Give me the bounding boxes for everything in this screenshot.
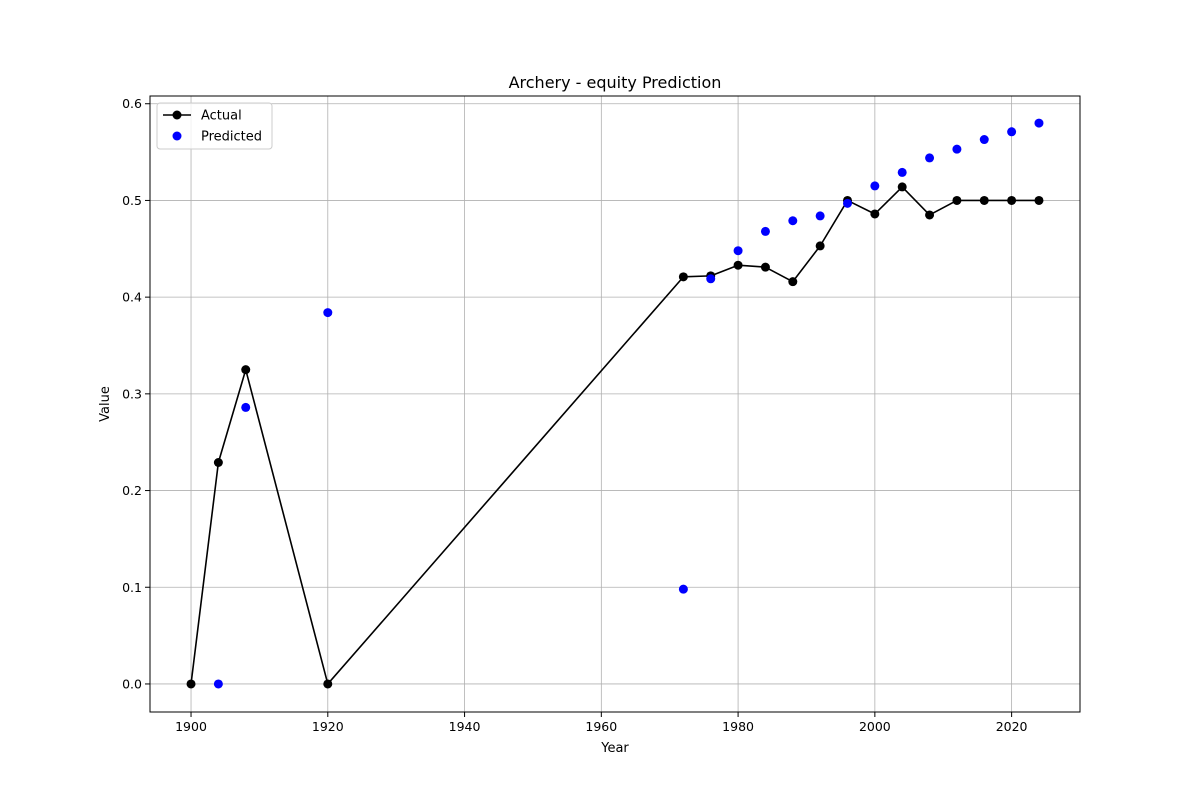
predicted-data-point	[815, 211, 825, 221]
predicted-data-point	[1034, 118, 1044, 128]
predicted-data-point	[706, 274, 716, 284]
predicted-data-point	[897, 167, 907, 177]
actual-data-point	[1007, 195, 1017, 205]
chart-title: Archery - equity Prediction	[509, 73, 722, 92]
x-axis-label: Year	[600, 741, 629, 756]
predicted-data-point	[979, 135, 989, 145]
y-tick-label: 0.4	[122, 290, 142, 305]
actual-data-point	[186, 679, 196, 689]
legend-actual-label: Actual	[201, 109, 242, 124]
legend-predicted-label: Predicted	[201, 130, 262, 145]
x-tick-label: 1920	[312, 719, 344, 734]
predicted-data-point	[323, 308, 333, 318]
actual-data-point	[1034, 195, 1044, 205]
predicted-data-point	[1007, 127, 1017, 137]
actual-data-point	[788, 277, 798, 287]
x-tick-label: 1900	[175, 719, 207, 734]
predicted-data-point	[733, 246, 743, 256]
plot-frame	[149, 95, 1081, 713]
predicted-data-point	[678, 584, 688, 594]
predicted-data-point	[952, 144, 962, 154]
actual-data-point	[897, 182, 907, 192]
actual-data-point	[815, 241, 825, 251]
predicted-data-point	[870, 181, 880, 191]
y-tick-label: 0.1	[122, 580, 142, 595]
y-tick-label: 0.5	[122, 193, 142, 208]
actual-data-point	[952, 195, 962, 205]
y-tick-label: 0.0	[122, 676, 142, 691]
grid-lines	[150, 96, 1080, 712]
y-axis-label: Value	[98, 386, 113, 422]
y-tick-label: 0.6	[122, 96, 142, 111]
actual-data-point	[241, 365, 251, 375]
actual-data-point	[323, 679, 333, 689]
predicted-data-point	[213, 679, 223, 689]
legend: Actual Predicted	[156, 102, 273, 150]
actual-data-point	[678, 272, 688, 282]
x-tick-label: 2020	[996, 719, 1028, 734]
actual-data-point	[870, 209, 880, 219]
predicted-data-point	[843, 198, 852, 208]
y-tick-label: 0.2	[122, 483, 142, 498]
predicted-data-point	[925, 153, 935, 163]
x-tick-label: 1960	[585, 719, 617, 734]
actual-data-point	[925, 210, 935, 220]
predicted-data-point	[788, 216, 798, 226]
legend-predicted-marker	[172, 131, 182, 141]
y-tick-label: 0.3	[122, 386, 142, 401]
actual-data-point	[213, 458, 223, 468]
x-tick-label: 1980	[722, 719, 754, 734]
plot-data	[186, 118, 1044, 689]
actual-data-point	[979, 195, 989, 205]
predicted-data-point	[241, 402, 251, 412]
legend-actual-marker	[172, 110, 182, 120]
actual-data-point	[760, 262, 770, 272]
actual-data-point	[733, 260, 743, 270]
predicted-data-point	[760, 226, 770, 236]
x-tick-label: 1940	[449, 719, 481, 734]
axis-ticks: 1900 1920 1940 1960 1980 2000 2020 0.0 0.1 0.2 0.3…	[122, 96, 1027, 734]
actual-series-line	[190, 186, 1039, 685]
x-tick-label: 2000	[859, 719, 891, 734]
